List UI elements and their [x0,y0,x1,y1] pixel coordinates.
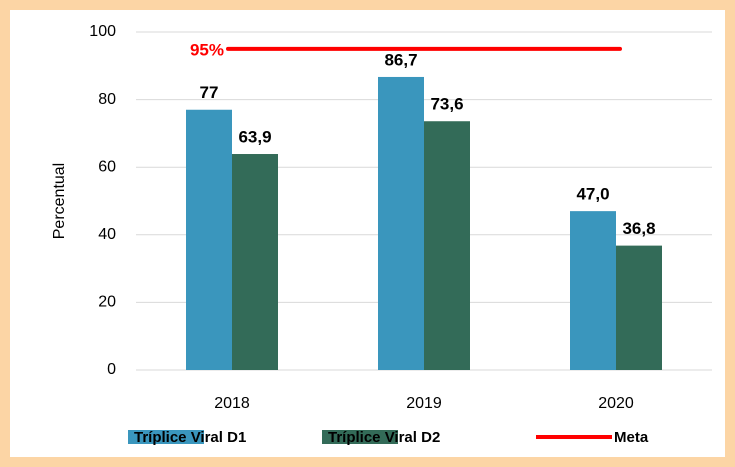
x-tick-label: 2020 [598,395,634,412]
y-tick-label: 20 [98,294,116,311]
bar [232,154,278,370]
y-axis-label: Percentual [51,163,68,240]
legend-label: Meta [614,429,649,446]
legend-swatch [322,430,398,444]
value-label: 77 [200,83,219,102]
bar [186,109,232,371]
value-label: 47,0 [576,185,609,204]
legend-swatch [128,430,204,444]
legend-label: Tríplice Viral D2 [328,429,440,446]
bar [378,76,424,370]
value-label: 86,7 [384,50,417,69]
y-tick-label: 0 [107,361,116,378]
y-tick-label: 60 [98,158,116,175]
target-label: 95% [190,40,224,59]
chart-area [10,10,725,457]
y-tick-label: 80 [98,91,116,108]
x-tick-label: 2019 [406,395,442,412]
bar [570,211,616,370]
value-label: 73,6 [430,95,463,114]
legend-label: Tríplice Viral D1 [134,429,246,446]
y-tick-label: 40 [98,226,116,243]
value-label: 63,9 [238,128,271,147]
y-tick-label: 100 [89,23,116,40]
value-label: 36,8 [622,219,655,238]
bar [616,245,662,370]
bar [424,121,470,371]
x-tick-label: 2018 [214,395,250,412]
